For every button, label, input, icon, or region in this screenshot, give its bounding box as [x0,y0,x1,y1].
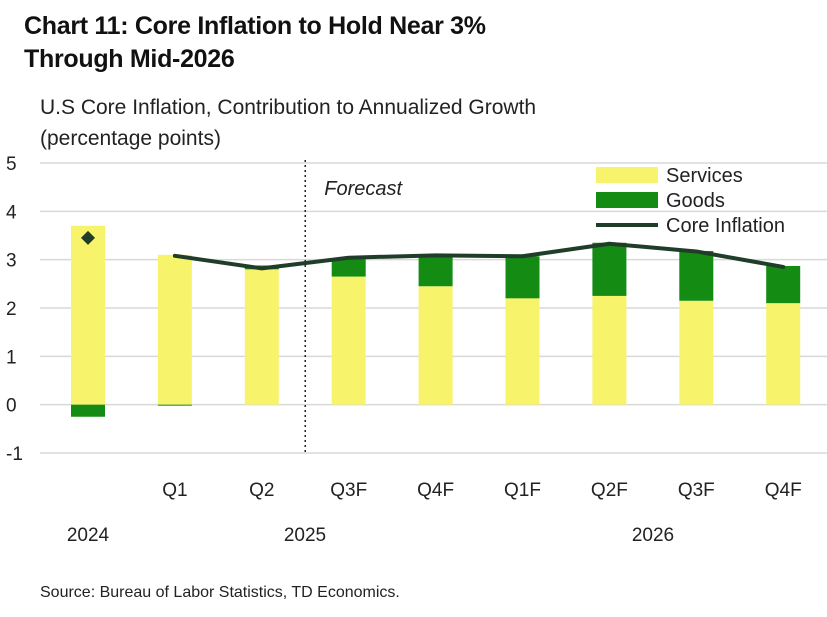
legend-label-services: Services [666,165,743,187]
services-bar [331,276,366,405]
core-inflation-2024-marker [81,230,95,245]
legend-label-core-inflation: Core Inflation [666,215,785,237]
chart-subtitle-line-2: (percentage points) [40,127,221,150]
x-tick-label: Q3F [678,480,715,501]
y-tick-label: -1 [6,444,23,465]
year-label: 2024 [67,525,110,546]
x-tick-label: Q3F [330,480,367,501]
y-tick-label: 3 [6,251,17,272]
forecast-label: Forecast [324,178,403,200]
goods-bar [157,404,192,406]
goods-bar [505,256,540,299]
goods-bar [766,265,801,304]
goods-bar [592,242,627,296]
chart-title-line-1: Chart 11: Core Inflation to Hold Near 3% [24,12,486,40]
goods-bar [679,250,714,301]
legend-label-goods: Goods [666,190,725,212]
legend-swatch-services [596,167,658,183]
x-tick-label: Q1F [504,480,541,501]
legend-swatch-goods [596,192,658,208]
core-inflation-line [172,241,786,271]
goods-bar [71,404,105,417]
goods-bar [418,254,453,287]
y-tick-label: 0 [6,396,17,417]
x-tick-label: Q2 [249,480,274,501]
y-tick-label: 4 [6,202,17,223]
year-label: 2026 [632,525,674,546]
x-tick-label: Q4F [417,480,454,501]
services-bar [71,225,105,405]
y-tick-label: 1 [6,347,17,368]
x-tick-label: Q4F [765,480,802,501]
goods-bar [331,258,366,277]
chart-title: Chart 11: Core Inflation to Hold Near 3%… [24,10,486,76]
y-tick-label: 2 [6,299,17,320]
year-label: 2025 [284,525,326,546]
chart-title-line-2: Through Mid-2026 [24,45,235,73]
y-tick-label: 5 [6,154,17,175]
services-bar [766,303,801,405]
services-bar [157,254,192,405]
x-tick-label: Q2F [591,480,628,501]
chart-subtitle: U.S Core Inflation, Contribution to Annu… [40,92,536,154]
services-bar [505,298,540,405]
services-bar [244,269,279,405]
services-bar [418,286,453,405]
chart-subtitle-line-1: U.S Core Inflation, Contribution to Annu… [40,96,537,119]
services-bar [679,300,714,405]
services-bar [592,295,627,405]
x-tick-label: Q1 [162,480,187,501]
source-note: Source: Bureau of Labor Statistics, TD E… [40,584,400,601]
